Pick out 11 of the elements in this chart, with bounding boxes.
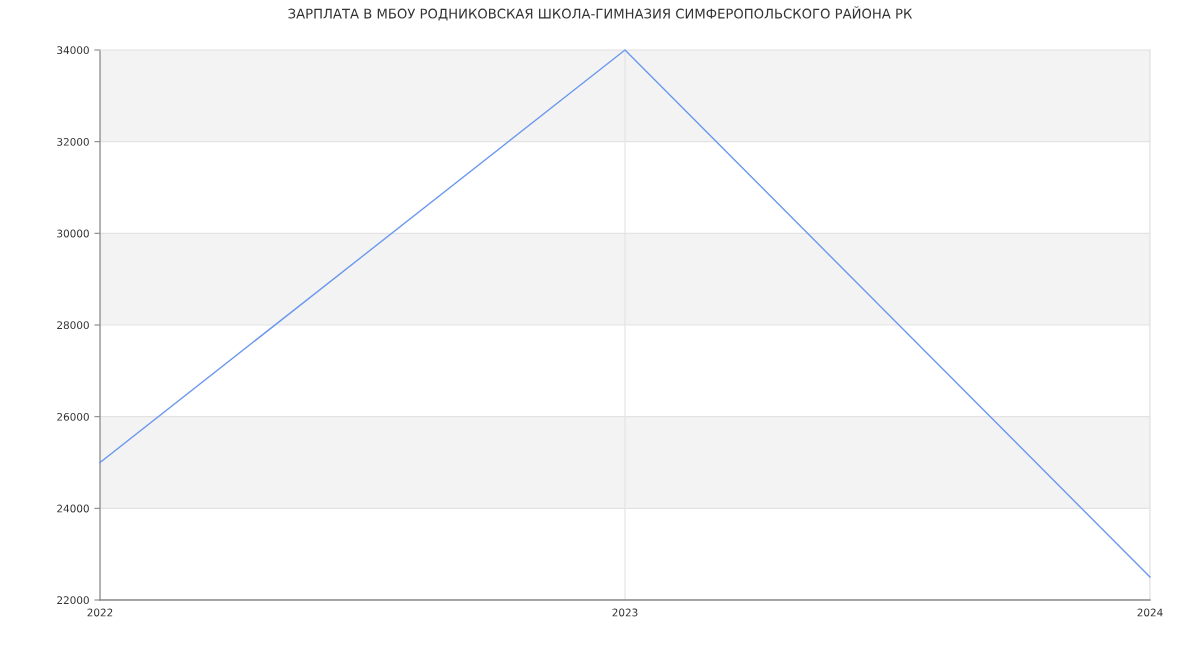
y-tick-label: 22000 bbox=[57, 596, 89, 605]
y-tick-label: 32000 bbox=[57, 137, 89, 146]
y-tick-label: 34000 bbox=[57, 46, 89, 55]
x-tick-label: 2024 bbox=[1137, 608, 1163, 617]
y-tick-label: 30000 bbox=[57, 229, 89, 238]
x-tick-label: 2023 bbox=[612, 608, 638, 617]
y-tick-label: 24000 bbox=[57, 504, 89, 513]
y-tick-label: 28000 bbox=[57, 321, 89, 330]
chart-title: ЗАРПЛАТА В МБОУ РОДНИКОВСКАЯ ШКОЛА-ГИМНАЗИЯ СИМФЕРОПОЛЬСКОГО РАЙОНА РК bbox=[288, 6, 913, 21]
x-tick-label: 2022 bbox=[87, 608, 113, 617]
y-tick-label: 26000 bbox=[57, 412, 89, 421]
